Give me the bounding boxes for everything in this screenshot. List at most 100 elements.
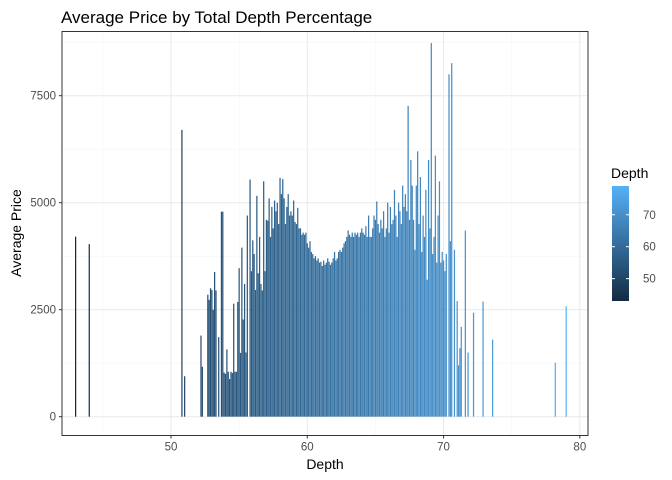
y-tick-label: 7500 (30, 91, 56, 103)
bar (298, 228, 300, 417)
bar (258, 236, 261, 417)
bar (283, 198, 285, 417)
bar (261, 290, 263, 417)
bar (367, 215, 370, 417)
bar (396, 236, 398, 417)
bar (260, 284, 262, 417)
bar (357, 232, 359, 417)
bar (276, 202, 278, 417)
bar (403, 206, 405, 417)
bar (233, 303, 235, 417)
bar (346, 236, 348, 417)
bar (427, 159, 430, 417)
bar (256, 195, 258, 417)
bar (297, 207, 299, 417)
bar (388, 232, 390, 417)
bar (241, 247, 243, 417)
bar (397, 202, 400, 417)
bar (201, 366, 203, 417)
bar (263, 181, 265, 417)
bar (293, 200, 295, 417)
bar (351, 232, 353, 417)
bar (410, 159, 412, 417)
bar (245, 352, 247, 417)
bar (335, 260, 337, 417)
bar (340, 251, 342, 417)
bar (425, 189, 427, 417)
bar (222, 211, 224, 417)
bar (366, 236, 368, 417)
x-tick-label: 60 (301, 442, 314, 454)
bar (362, 232, 364, 417)
bar (365, 226, 367, 417)
bar (284, 224, 287, 417)
bar (402, 185, 404, 417)
bar (269, 236, 272, 417)
bar (393, 189, 396, 417)
bar (347, 230, 349, 417)
bar (238, 268, 240, 417)
bar (212, 309, 214, 417)
bar (344, 241, 347, 417)
bar (306, 243, 308, 417)
bar (316, 260, 318, 417)
bar (418, 224, 420, 417)
bar (453, 249, 456, 417)
bar (220, 211, 223, 417)
bar (350, 236, 352, 417)
bar (456, 301, 458, 417)
bar (392, 219, 394, 417)
bar (252, 240, 254, 417)
bar (308, 247, 310, 417)
legend-tick-label: 50 (643, 274, 656, 286)
bar (181, 129, 183, 417)
bar (275, 211, 277, 417)
bar (429, 228, 431, 417)
x-axis: 50 60 70 80 (165, 435, 586, 454)
bar (287, 194, 289, 417)
bar (432, 254, 434, 417)
bar (395, 215, 397, 417)
bar (343, 243, 345, 417)
bar (257, 273, 259, 417)
bar (211, 289, 213, 417)
bar (278, 224, 280, 417)
bar (363, 234, 366, 417)
bar (380, 219, 382, 417)
bar (254, 289, 257, 417)
bar (436, 262, 438, 417)
legend: Depth 50 60 70 (611, 165, 656, 301)
bar (437, 215, 439, 417)
bar (328, 261, 330, 417)
bar (286, 206, 288, 417)
bar (355, 234, 357, 417)
bar (227, 371, 229, 417)
bar (419, 177, 422, 417)
bar (302, 232, 304, 417)
bar (426, 279, 428, 417)
bar (290, 211, 292, 417)
bar (282, 179, 284, 417)
bar (391, 224, 393, 417)
bar (75, 236, 77, 417)
bar (369, 236, 371, 417)
bar (324, 264, 326, 417)
bar (376, 201, 378, 417)
bar (433, 236, 435, 417)
bar (309, 241, 311, 417)
bar (310, 251, 312, 417)
bar (234, 371, 236, 417)
bar (249, 179, 251, 417)
bar (327, 258, 329, 417)
x-tick-label: 70 (437, 442, 450, 454)
legend-colorbar (612, 186, 629, 301)
legend-tick-label: 60 (643, 242, 656, 254)
bar (321, 266, 323, 417)
bar (417, 151, 419, 417)
bar (208, 299, 210, 417)
bar (243, 284, 246, 417)
bar (407, 105, 409, 417)
bar (209, 288, 212, 417)
bar (411, 185, 413, 417)
